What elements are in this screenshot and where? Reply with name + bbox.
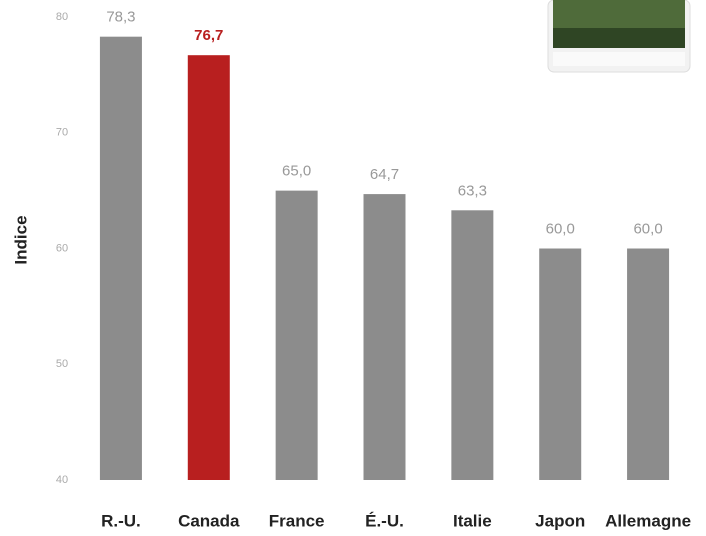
bar — [451, 210, 494, 481]
x-tick-label: É.-U. — [365, 511, 404, 530]
value-label: 64,7 — [370, 166, 399, 183]
value-label: 60,0 — [633, 220, 662, 237]
value-label: 63,3 — [458, 182, 487, 199]
y-tick-label: 60 — [56, 242, 68, 254]
bar — [539, 248, 582, 480]
value-label: 65,0 — [282, 163, 311, 180]
x-tick-label: R.-U. — [101, 511, 141, 530]
phone-image — [547, 0, 691, 73]
y-tick-label: 40 — [56, 474, 68, 486]
bar — [363, 194, 406, 480]
value-label: 76,7 — [194, 27, 223, 44]
y-tick-label: 80 — [56, 11, 68, 23]
bar — [99, 36, 142, 481]
y-tick-label: 70 — [56, 127, 68, 139]
value-label: 60,0 — [546, 220, 575, 237]
bar — [627, 248, 670, 480]
y-tick-label: 50 — [56, 358, 68, 370]
y-axis-label: Indice — [11, 215, 30, 264]
x-tick-label: Japon — [535, 511, 585, 530]
value-label: 78,3 — [106, 9, 135, 26]
x-tick-label: Canada — [178, 511, 240, 530]
x-tick-label: France — [269, 511, 325, 530]
x-tick-label: Allemagne — [605, 511, 691, 530]
bar — [187, 55, 230, 480]
x-tick-label: Italie — [453, 511, 492, 530]
bar — [275, 190, 318, 480]
